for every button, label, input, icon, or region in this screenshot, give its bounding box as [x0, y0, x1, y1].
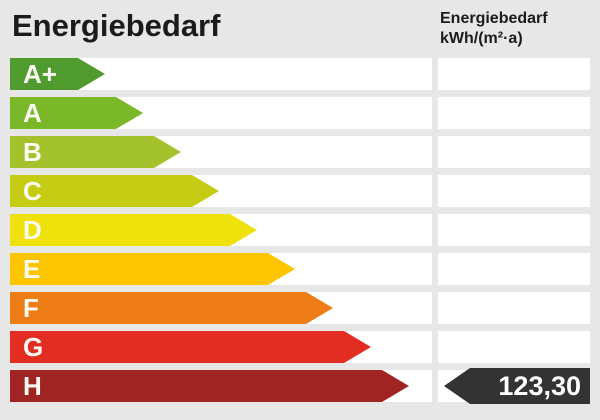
row-left-panel: A	[10, 97, 432, 129]
row-left-panel: E	[10, 253, 432, 285]
row-left-panel: H	[10, 370, 432, 402]
row-right-panel	[438, 214, 590, 246]
row-left-panel: G	[10, 331, 432, 363]
energy-bar-c: C	[10, 175, 219, 207]
energy-bar-e: E	[10, 253, 295, 285]
value-marker-arrow: 123,30	[444, 368, 590, 404]
row-right-panel	[438, 292, 590, 324]
energy-bar-b: B	[10, 136, 181, 168]
scale-row-e: E	[10, 253, 590, 285]
energy-bar-a-plus: A+	[10, 58, 105, 90]
page-title: Energiebedarf	[12, 8, 221, 43]
unit-header-title: Energiebedarf	[440, 10, 548, 27]
value-label: 123,30	[498, 371, 581, 401]
bar-letter-a-plus: A+	[23, 59, 57, 89]
scale-row-h: H 123,30	[10, 368, 590, 404]
scale-row-b: B	[10, 136, 590, 168]
row-right-panel	[438, 136, 590, 168]
bar-letter-f: F	[23, 293, 39, 323]
bar-letter-h: H	[23, 371, 42, 401]
scale-row-c: C	[10, 175, 590, 207]
scale-row-a: A	[10, 97, 590, 129]
row-left-panel: C	[10, 175, 432, 207]
bar-letter-a: A	[23, 98, 42, 128]
row-right-panel	[438, 175, 590, 207]
row-left-panel: A+	[10, 58, 432, 90]
bar-letter-b: B	[23, 137, 42, 167]
unit-header: Energiebedarf kWh/(m²·a)	[440, 9, 548, 49]
row-right-panel	[438, 58, 590, 90]
scale-row-f: F	[10, 292, 590, 324]
bar-letter-c: C	[23, 176, 42, 206]
scale-row-d: D	[10, 214, 590, 246]
row-right-panel	[438, 253, 590, 285]
bar-letter-e: E	[23, 254, 41, 284]
bar-letter-d: D	[23, 215, 42, 245]
energy-bar-f: F	[10, 292, 333, 324]
row-right-panel	[438, 331, 590, 363]
row-left-panel: B	[10, 136, 432, 168]
energy-bar-a: A	[10, 97, 143, 129]
unit-header-unit: kWh/(m²·a)	[440, 30, 523, 47]
scale-row-a-plus: A+	[10, 58, 590, 90]
energy-bar-h: H	[10, 370, 409, 402]
energy-bar-g: G	[10, 331, 371, 363]
scale-row-g: G	[10, 331, 590, 363]
energy-scale: A+ A B C D E F G H 123,30	[10, 58, 590, 404]
row-right-panel	[438, 97, 590, 129]
row-right-panel: 123,30	[438, 368, 590, 404]
row-left-panel: D	[10, 214, 432, 246]
energy-bar-d: D	[10, 214, 257, 246]
row-left-panel: F	[10, 292, 432, 324]
bar-letter-g: G	[23, 332, 44, 362]
